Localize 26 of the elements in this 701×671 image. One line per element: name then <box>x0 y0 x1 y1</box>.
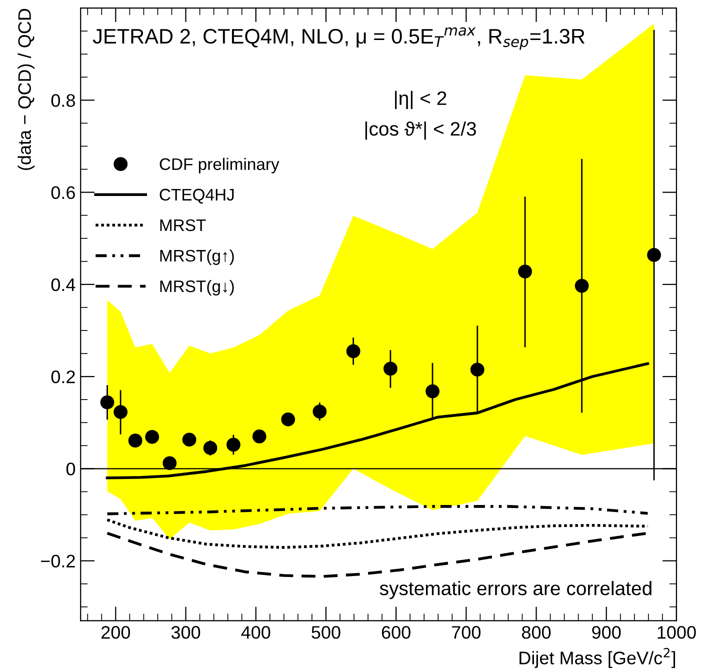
x-tick-label: 600 <box>382 626 410 639</box>
y-tick-label: 0.2 <box>51 370 75 384</box>
x-tick-label: 400 <box>241 626 270 639</box>
legend-label: CDF preliminary <box>160 158 280 174</box>
x-tick-label: 1000 <box>658 626 696 639</box>
x-tick-label: 300 <box>171 626 200 639</box>
y-axis-title: (data − QCD) / QCD <box>18 8 35 170</box>
y-tick-label: 0.6 <box>51 186 75 200</box>
x-tick-label: 900 <box>592 626 621 639</box>
annotation: |cos ϑ*| < 2/3 <box>365 121 476 140</box>
x-axis-title: Dijet Mass [GeV/c$^{2}$] <box>520 648 676 668</box>
x-tick-label: 700 <box>452 626 481 639</box>
x-tick-label: 200 <box>102 626 130 639</box>
legend-label: MRST <box>160 219 206 232</box>
x-tick-label: 500 <box>312 626 340 639</box>
legend-label: CTEQ4HJ <box>160 188 234 204</box>
legend-label: MRST(g↑) <box>160 249 234 265</box>
annotation: |η| < 2 <box>395 90 446 110</box>
x-tick-label: 800 <box>522 626 551 639</box>
y-tick-label: 0.4 <box>51 278 76 292</box>
y-tick-label: −0.2 <box>41 554 75 568</box>
legend-label: MRST(g↓) <box>160 280 234 296</box>
annotation: systematic errors are correlated <box>380 580 652 600</box>
y-tick-label: 0 <box>66 462 76 476</box>
annotation: JETRAD 2, CTEQ4M, NLO, μ = 0.5E$_{T}$$^{max}$, R$_{sep}$=1.3R <box>92 27 585 50</box>
y-tick-label: 0.8 <box>51 94 75 107</box>
